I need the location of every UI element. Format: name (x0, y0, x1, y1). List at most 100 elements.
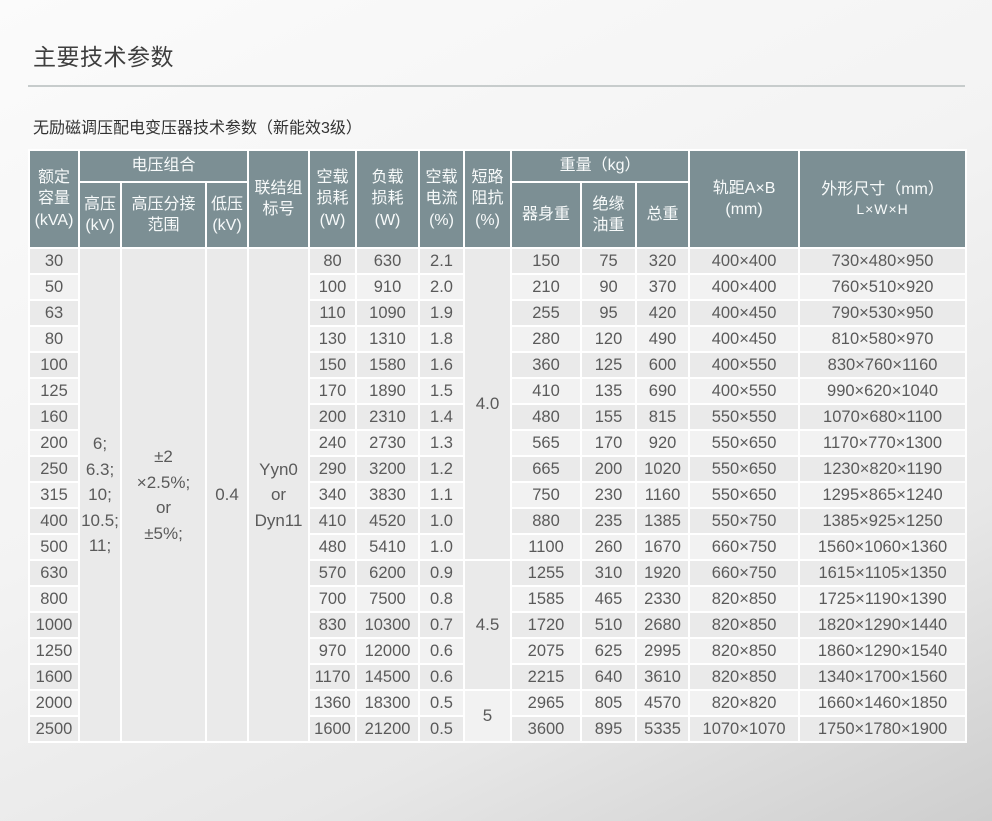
cell-total-weight: 2995 (635, 637, 691, 665)
cell-body-weight: 280 (510, 325, 583, 353)
cell-body-weight: 210 (510, 273, 583, 301)
cell-rated-capacity: 315 (28, 481, 80, 509)
cell-oil-weight: 200 (580, 455, 638, 483)
cell-no-load-loss: 80 (308, 247, 358, 275)
table-row: 63 110 1090 1.9 255 95 420 400×450 790×530×950 (28, 299, 968, 327)
cell-load-loss: 1090 (355, 299, 421, 327)
cell-no-load-loss: 410 (308, 507, 358, 535)
cell-high-voltage: 6; 6.3; 10; 10.5; 11; (78, 247, 122, 743)
cell-load-loss: 3830 (355, 481, 421, 509)
cell-oil-weight: 465 (580, 585, 638, 613)
cell-dimensions: 1070×680×1100 (798, 403, 968, 431)
cell-body-weight: 2075 (510, 637, 583, 665)
cell-rail-gauge: 820×850 (688, 585, 801, 613)
cell-total-weight: 600 (635, 351, 691, 379)
col-header-dimensions: 外形尺寸（mm） L×W×H (798, 149, 968, 249)
cell-dimensions: 760×510×920 (798, 273, 968, 301)
table-row: 400 410 4520 1.0 880 235 1385 550×750 1385×925×1… (28, 507, 968, 535)
cell-total-weight: 1670 (635, 533, 691, 561)
cell-rated-capacity: 1000 (28, 611, 80, 639)
cell-no-load-loss: 970 (308, 637, 358, 665)
cell-oil-weight: 260 (580, 533, 638, 561)
cell-no-load-loss: 110 (308, 299, 358, 327)
cell-load-loss: 3200 (355, 455, 421, 483)
cell-no-load-current: 0.7 (418, 611, 466, 639)
cell-rail-gauge: 400×400 (688, 273, 801, 301)
cell-body-weight: 150 (510, 247, 583, 275)
dimensions-header-title: 外形尺寸（mm） (821, 181, 944, 199)
cell-no-load-current: 1.3 (418, 429, 466, 457)
cell-rail-gauge: 820×850 (688, 637, 801, 665)
cell-dimensions: 1820×1290×1440 (798, 611, 968, 639)
cell-no-load-current: 0.6 (418, 663, 466, 691)
cell-dimensions: 830×760×1160 (798, 351, 968, 379)
table-row: 125 170 1890 1.5 410 135 690 400×550 990×620×104… (28, 377, 968, 405)
cell-no-load-loss: 100 (308, 273, 358, 301)
cell-no-load-current: 1.5 (418, 377, 466, 405)
page-title: 主要技术参数 (33, 44, 174, 70)
cell-short-circuit-impedance: 4.5 (463, 559, 513, 691)
col-header-no-load-loss: 空载 损耗 (W) (308, 149, 358, 249)
table-row: 250 290 3200 1.2 665 200 1020 550×650 1230×820×1… (28, 455, 968, 483)
cell-no-load-loss: 200 (308, 403, 358, 431)
cell-oil-weight: 310 (580, 559, 638, 587)
cell-oil-weight: 120 (580, 325, 638, 353)
cell-dimensions: 1860×1290×1540 (798, 637, 968, 665)
cell-short-circuit-impedance: 5 (463, 689, 513, 743)
cell-oil-weight: 155 (580, 403, 638, 431)
cell-oil-weight: 625 (580, 637, 638, 665)
cell-total-weight: 5335 (635, 715, 691, 743)
cell-no-load-loss: 170 (308, 377, 358, 405)
cell-rated-capacity: 50 (28, 273, 80, 301)
cell-rail-gauge: 1070×1070 (688, 715, 801, 743)
table-row: 630 570 6200 0.9 4.5 1255 310 1920 660×750 1615×1… (28, 559, 968, 691)
cell-no-load-current: 0.5 (418, 689, 466, 717)
table-header: 额定 容量 (kVA) 电压组合 联结组 标号 空载 损耗 (W) 负载 损耗 … (28, 149, 968, 249)
cell-total-weight: 690 (635, 377, 691, 405)
cell-rail-gauge: 400×450 (688, 325, 801, 353)
cell-dimensions: 1340×1700×1560 (798, 663, 968, 691)
cell-no-load-current: 1.0 (418, 507, 466, 535)
col-header-vector-group: 联结组 标号 (247, 149, 311, 249)
cell-no-load-current: 1.6 (418, 351, 466, 379)
cell-rail-gauge: 550×750 (688, 507, 801, 535)
cell-total-weight: 1160 (635, 481, 691, 509)
table-row: 50 100 910 2.0 210 90 370 400×400 760×510×920 (28, 273, 968, 301)
cell-no-load-current: 1.9 (418, 299, 466, 327)
cell-no-load-loss: 570 (308, 559, 358, 587)
cell-body-weight: 565 (510, 429, 583, 457)
cell-rated-capacity: 500 (28, 533, 80, 561)
cell-dimensions: 1615×1105×1350 (798, 559, 968, 587)
cell-oil-weight: 235 (580, 507, 638, 535)
cell-rail-gauge: 550×650 (688, 481, 801, 509)
cell-load-loss: 10300 (355, 611, 421, 639)
cell-body-weight: 480 (510, 403, 583, 431)
cell-oil-weight: 895 (580, 715, 638, 743)
cell-total-weight: 2680 (635, 611, 691, 639)
cell-rail-gauge: 660×750 (688, 559, 801, 587)
cell-no-load-loss: 130 (308, 325, 358, 353)
table-row: 30 6; 6.3; 10; 10.5; 11; ±2 ×2.5%; or ±5%;… (28, 247, 968, 743)
cell-total-weight: 3610 (635, 663, 691, 691)
cell-total-weight: 1020 (635, 455, 691, 483)
cell-load-loss: 7500 (355, 585, 421, 613)
cell-body-weight: 750 (510, 481, 583, 509)
cell-body-weight: 880 (510, 507, 583, 535)
cell-no-load-current: 1.4 (418, 403, 466, 431)
table-row: 1000 830 10300 0.7 1720 510 2680 820×850 1820×12… (28, 611, 968, 639)
cell-rated-capacity: 160 (28, 403, 80, 431)
cell-total-weight: 815 (635, 403, 691, 431)
cell-hv-tapping-range: ±2 ×2.5%; or ±5%; (120, 247, 207, 743)
table-row: 100 150 1580 1.6 360 125 600 400×550 830×760×116… (28, 351, 968, 379)
cell-dimensions: 1385×925×1250 (798, 507, 968, 535)
cell-dimensions: 810×580×970 (798, 325, 968, 353)
cell-rated-capacity: 1600 (28, 663, 80, 691)
cell-rated-capacity: 30 (28, 247, 80, 275)
cell-no-load-current: 0.9 (418, 559, 466, 587)
cell-no-load-loss: 1170 (308, 663, 358, 691)
cell-dimensions: 990×620×1040 (798, 377, 968, 405)
cell-rated-capacity: 250 (28, 455, 80, 483)
cell-oil-weight: 90 (580, 273, 638, 301)
cell-rail-gauge: 820×850 (688, 611, 801, 639)
cell-load-loss: 21200 (355, 715, 421, 743)
